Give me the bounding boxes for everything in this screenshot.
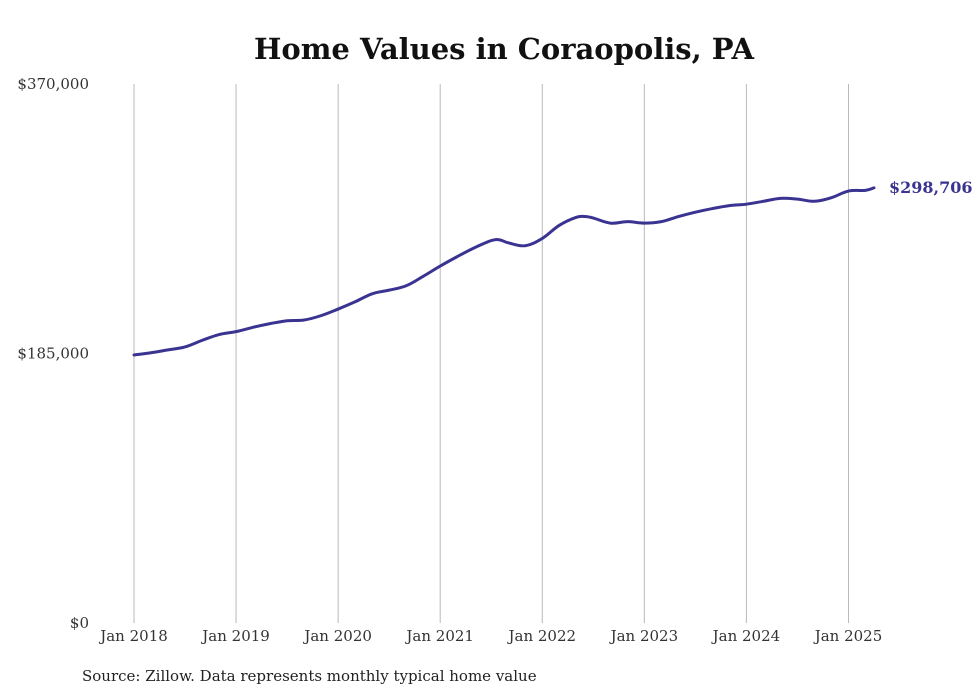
latest-value-label: $298,706 bbox=[889, 178, 973, 197]
chart-title: Home Values in Coraopolis, PA bbox=[254, 32, 754, 66]
x-tick-label: Jan 2024 bbox=[711, 627, 781, 645]
x-tick-label: Jan 2019 bbox=[200, 627, 270, 645]
y-tick-label: $0 bbox=[70, 614, 89, 632]
y-tick-label: $185,000 bbox=[17, 345, 89, 363]
x-tick-label: Jan 2023 bbox=[609, 627, 679, 645]
x-tick-label: Jan 2020 bbox=[302, 627, 372, 645]
vertical-gridlines bbox=[133, 84, 849, 623]
x-tick-label: Jan 2021 bbox=[404, 627, 474, 645]
home-value-line bbox=[132, 186, 876, 357]
y-axis: $0 $185,000 $370,000 bbox=[17, 75, 89, 632]
x-tick-label: Jan 2025 bbox=[813, 627, 883, 645]
x-tick-label: Jan 2018 bbox=[98, 627, 168, 645]
source-note: Source: Zillow. Data represents monthly … bbox=[82, 667, 537, 685]
x-axis: Jan 2018 Jan 2019 Jan 2020 Jan 2021 Jan 2022… bbox=[98, 627, 882, 645]
y-tick-label: $370,000 bbox=[17, 75, 89, 93]
x-tick-label: Jan 2022 bbox=[506, 627, 576, 645]
